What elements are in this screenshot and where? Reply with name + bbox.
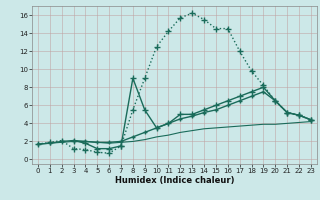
X-axis label: Humidex (Indice chaleur): Humidex (Indice chaleur): [115, 176, 234, 185]
